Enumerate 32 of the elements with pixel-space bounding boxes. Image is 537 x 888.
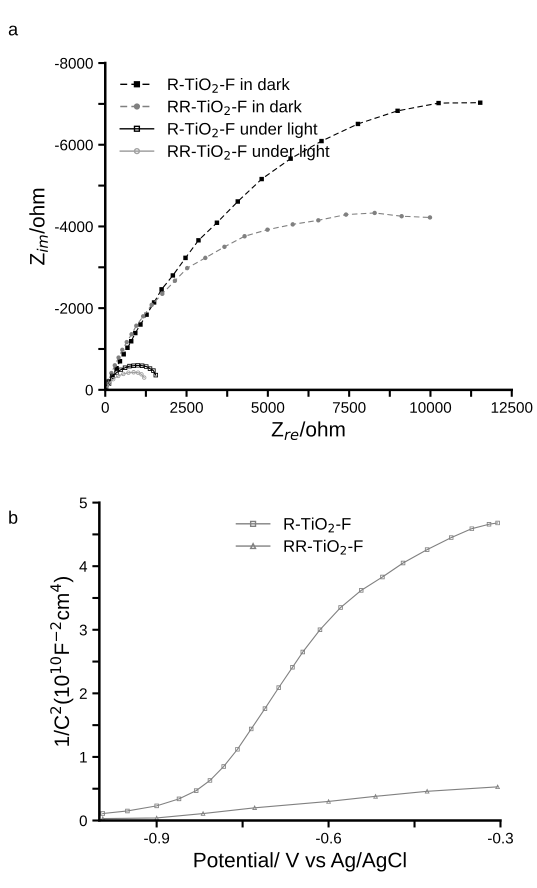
x-tick-label: 0 xyxy=(102,402,109,413)
legend-label: RR-TiO$_{2}$-F xyxy=(284,540,363,555)
y-tick-label: 4 xyxy=(79,561,88,572)
x-tick-label: 10000 xyxy=(410,402,452,413)
x-tick-label: 12500 xyxy=(492,402,532,413)
chart-title: b xyxy=(9,510,18,524)
y-tick-label: 0 xyxy=(80,815,87,826)
x-tick-label: -0.9 xyxy=(144,832,170,844)
x-tick-label: 7500 xyxy=(332,402,366,413)
x-tick-label: -0.6 xyxy=(316,832,342,844)
y-tick-label: 1 xyxy=(80,752,87,762)
x-tick-label: 5000 xyxy=(251,402,284,413)
x-axis-title: Z$_{re}$/ohm xyxy=(272,421,345,440)
legend-label: RR-TiO$_{2}$-F in dark xyxy=(168,100,302,115)
x-axis-title: Potential/ V vs Ag/AgCl xyxy=(194,852,406,872)
chart-title: a xyxy=(8,26,18,36)
y-tick-label: -8000 xyxy=(55,58,93,69)
x-tick-label: 2500 xyxy=(170,402,203,413)
y-tick-label: 2 xyxy=(80,688,87,699)
y-axis-title: Z$_{im}$/ohm xyxy=(29,188,48,265)
legend-label: R-TiO$_{2}$-F under light xyxy=(168,122,318,138)
legend-label: R-TiO$_{2}$-F in dark xyxy=(168,78,290,93)
x-tick-label: -0.3 xyxy=(488,832,513,844)
y-tick-label: -6000 xyxy=(55,140,93,150)
y-tick-label: 0 xyxy=(86,384,93,396)
y-tick-label: 3 xyxy=(80,624,87,636)
y-tick-label: -4000 xyxy=(55,221,93,232)
y-tick-label: 5 xyxy=(80,498,87,508)
text: 1/C$^{2}$(10$^{10}$F$^{−2}$cm$^{4}$) xyxy=(50,577,74,746)
legend-label: RR-TiO$_{2}$-F under light xyxy=(168,144,330,160)
legend-label: R-TiO$_{2}$-F xyxy=(284,518,351,532)
y-tick-label: -2000 xyxy=(55,303,93,314)
